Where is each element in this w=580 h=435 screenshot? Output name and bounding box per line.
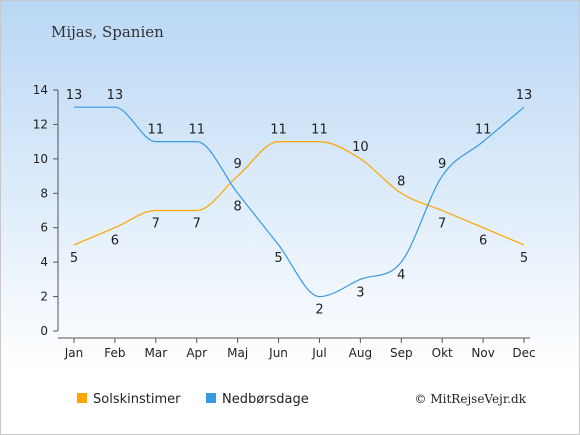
y-tick-label: 2 xyxy=(40,290,48,304)
x-tick-label: Sep xyxy=(390,346,413,360)
series-line-solskinstimer xyxy=(73,141,525,246)
legend-swatch-nedborsdage xyxy=(206,393,216,403)
x-tick-label: Apr xyxy=(186,346,207,360)
y-tick-label: 14 xyxy=(33,83,48,97)
data-label-nedborsdage: 5 xyxy=(274,251,282,266)
x-tick-label: Jun xyxy=(268,346,288,360)
series-line-nedborsdage xyxy=(73,106,525,298)
x-axis: Jan Feb Mar Apr Maj Jun Jul Aug Sep Okt Nov Dec xyxy=(58,337,536,360)
x-tick-label: Nov xyxy=(471,346,494,360)
legend-swatch-solskinstimer xyxy=(77,393,87,403)
data-label-nedborsdage: 13 xyxy=(516,88,533,103)
x-tick-label: Aug xyxy=(349,346,372,360)
y-tick-label: 0 xyxy=(40,324,48,338)
x-tick-label: Mar xyxy=(144,346,167,360)
legend: Solskinstimer Nedbørsdage xyxy=(77,392,309,407)
data-label-nedborsdage: 13 xyxy=(66,88,83,103)
data-label-nedborsdage: 11 xyxy=(148,123,165,138)
data-label-solskinstimer: 6 xyxy=(111,234,119,249)
y-tick-label: 10 xyxy=(33,152,48,166)
series-layer xyxy=(73,106,525,298)
y-tick-label: 6 xyxy=(40,221,48,235)
data-label-solskinstimer: 7 xyxy=(438,217,446,232)
legend-label-nedborsdage: Nedbørsdage xyxy=(222,392,309,407)
data-label-nedborsdage: 8 xyxy=(233,199,241,214)
data-label-nedborsdage: 13 xyxy=(107,88,124,103)
data-label-solskinstimer: 7 xyxy=(152,217,160,232)
data-labels: 5 6 7 7 9 11 11 10 8 7 6 5 13 13 11 11 8 5 2 3 4 9 11 13 xyxy=(66,88,533,317)
data-label-solskinstimer: 8 xyxy=(397,174,405,189)
y-tick-label: 8 xyxy=(40,186,48,200)
data-label-solskinstimer: 6 xyxy=(479,234,487,249)
data-label-nedborsdage: 11 xyxy=(188,123,205,138)
data-label-solskinstimer: 11 xyxy=(270,123,287,138)
y-axis: 0 2 4 6 8 10 12 14 xyxy=(33,83,59,338)
data-label-solskinstimer: 7 xyxy=(193,217,201,232)
data-label-solskinstimer: 9 xyxy=(233,157,241,172)
data-label-nedborsdage: 4 xyxy=(397,268,405,283)
data-label-solskinstimer: 11 xyxy=(311,123,328,138)
data-label-nedborsdage: 2 xyxy=(315,303,323,318)
chart-title: Mijas, Spanien xyxy=(51,23,164,41)
data-label-solskinstimer: 5 xyxy=(70,251,78,266)
x-tick-label: Maj xyxy=(227,346,248,360)
data-label-nedborsdage: 9 xyxy=(438,157,446,172)
x-tick-label: Feb xyxy=(104,346,125,360)
x-tick-label: Jul xyxy=(311,346,326,360)
x-tick-label: Jan xyxy=(64,346,84,360)
data-label-nedborsdage: 3 xyxy=(356,285,364,300)
x-tick-label: Okt xyxy=(432,346,453,360)
x-tick-label: Dec xyxy=(512,346,535,360)
y-tick-label: 12 xyxy=(33,117,48,131)
data-label-solskinstimer: 5 xyxy=(520,251,528,266)
credit-text: © MitRejseVejr.dk xyxy=(415,392,527,406)
data-label-nedborsdage: 11 xyxy=(475,123,492,138)
legend-label-solskinstimer: Solskinstimer xyxy=(93,392,181,407)
data-label-solskinstimer: 10 xyxy=(352,140,369,155)
y-tick-label: 4 xyxy=(40,255,48,269)
